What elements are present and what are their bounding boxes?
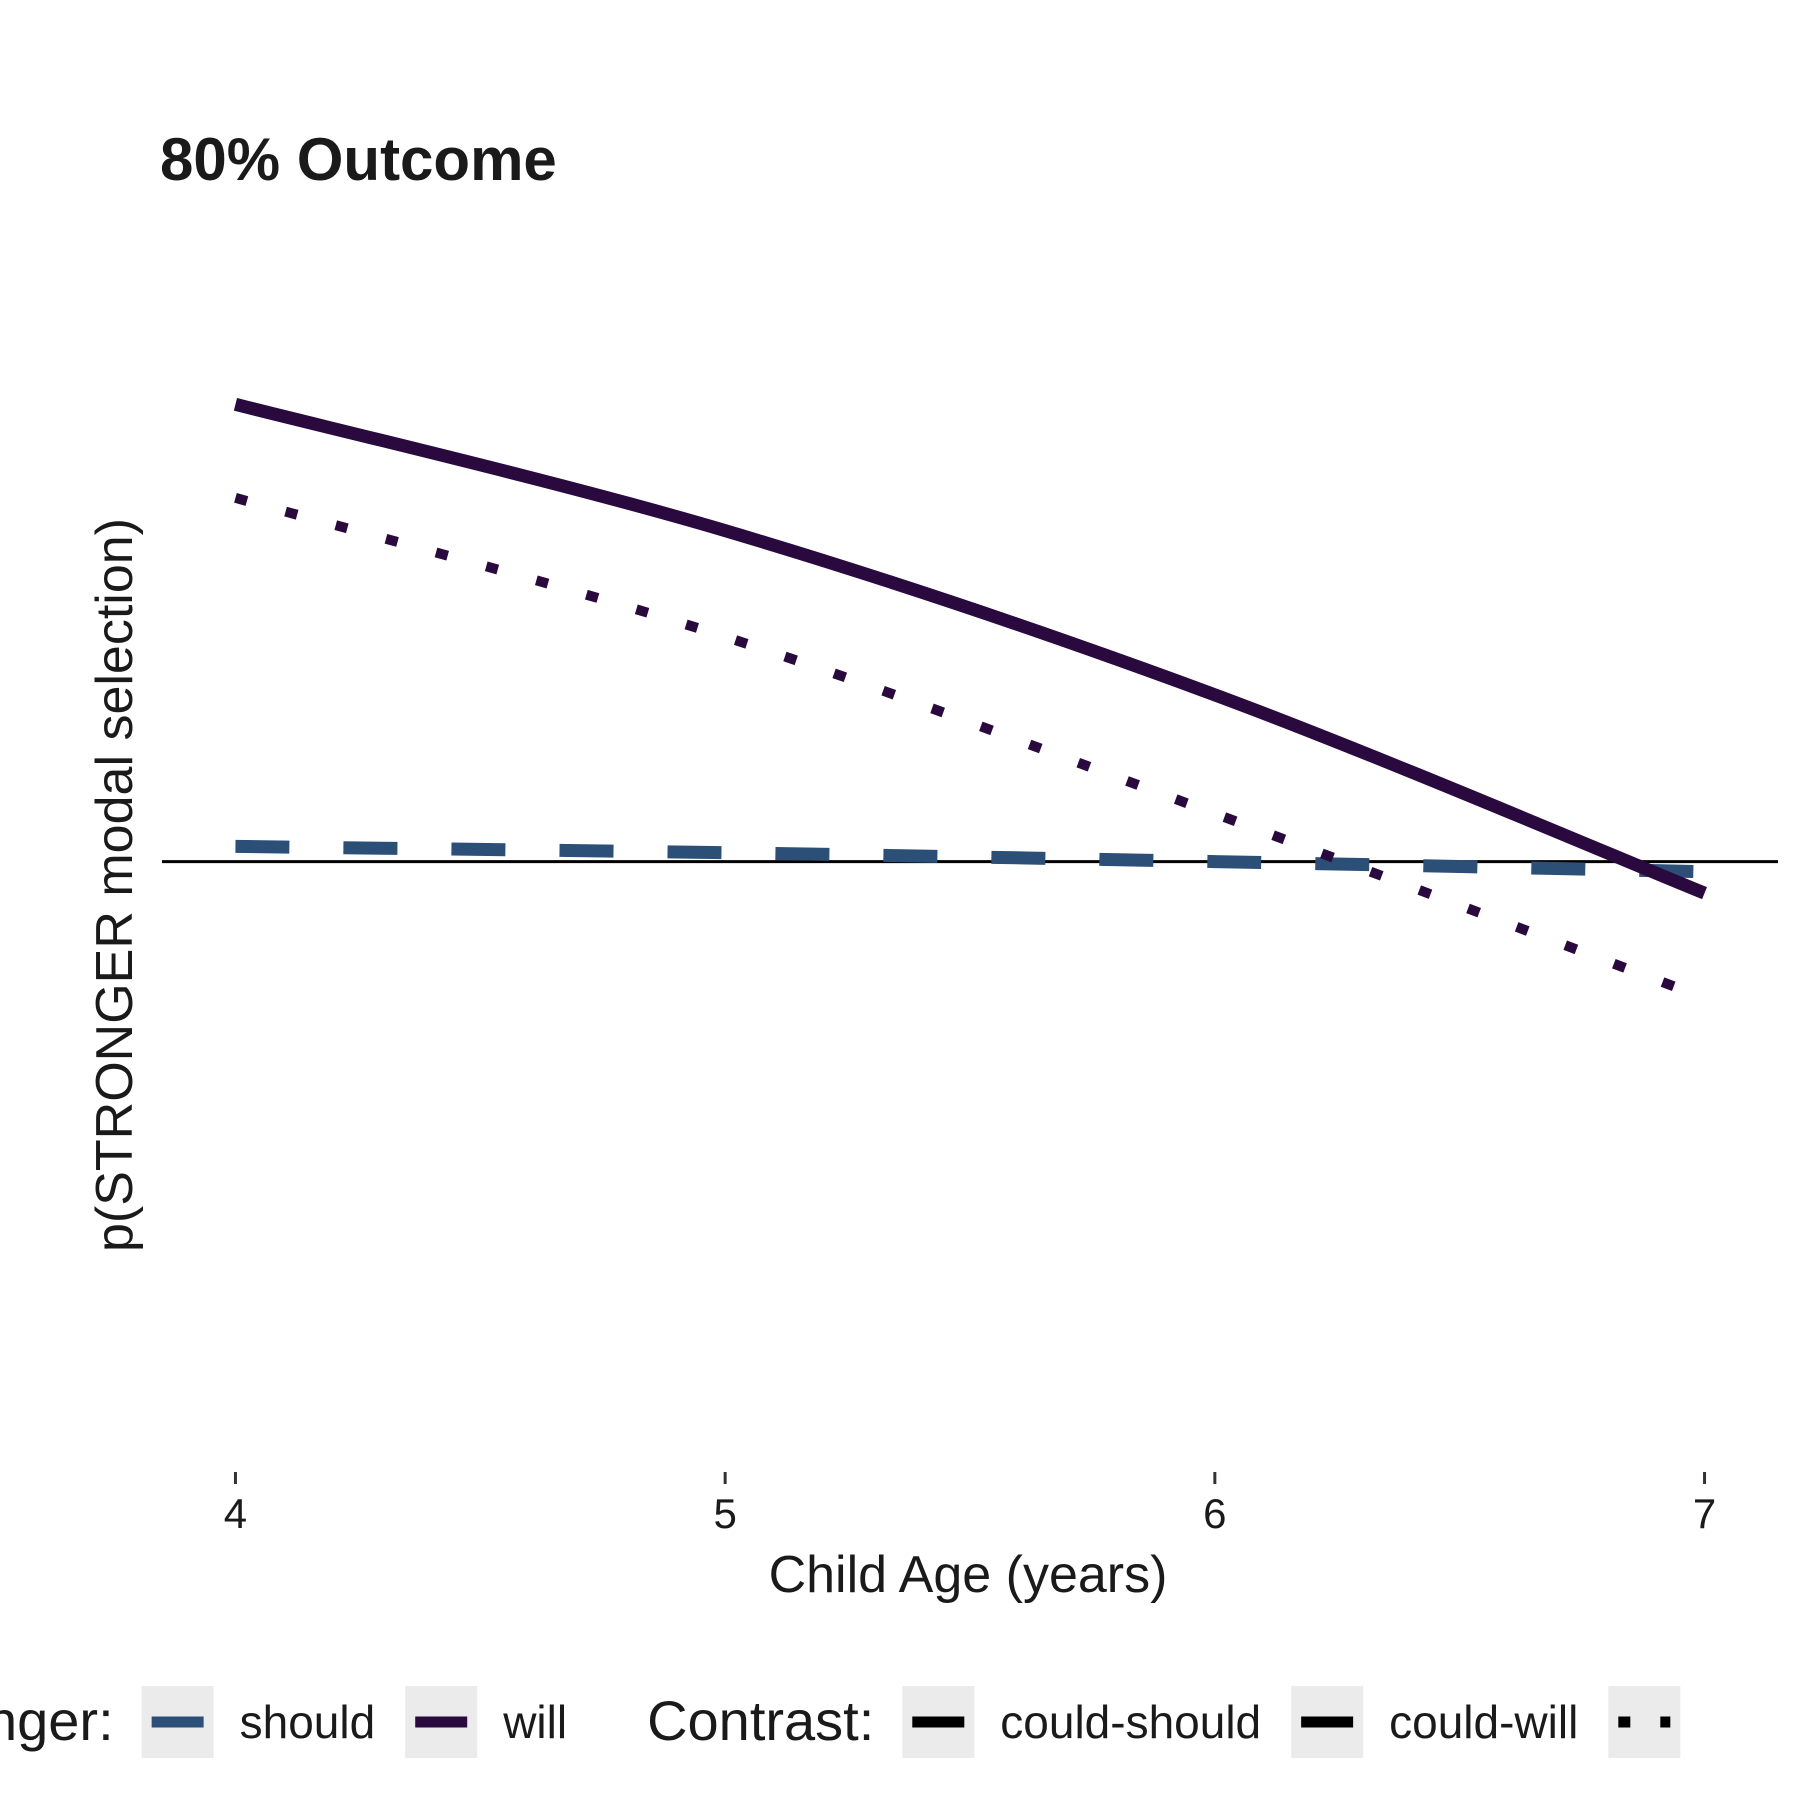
legend-title-1: Contrast: bbox=[647, 1689, 874, 1752]
y-axis-title: p(STRONGER modal selection) bbox=[86, 518, 144, 1252]
legend-label: should bbox=[240, 1696, 376, 1748]
x-axis: 4 5 6 7 bbox=[224, 1472, 1716, 1537]
legend-label: could-should bbox=[1000, 1696, 1261, 1748]
legend-entry-1-1: could-will bbox=[1291, 1686, 1578, 1758]
series-line-0-should-dashed bbox=[235, 839, 1705, 879]
x-tick-label-6: 6 bbox=[1203, 1490, 1226, 1537]
legend-entry-0-0: should bbox=[141, 1686, 376, 1758]
legend-entry-0-1: will bbox=[405, 1686, 567, 1758]
legend-entry-1-2 bbox=[1608, 1686, 1681, 1758]
chart-title: 80% Outcome bbox=[160, 126, 557, 193]
series-line-2-will-dotted bbox=[234, 492, 1707, 1003]
legend-entry-1-0: could-should bbox=[902, 1686, 1261, 1758]
plot-area bbox=[162, 398, 1778, 1003]
x-tick-label-7: 7 bbox=[1693, 1490, 1716, 1537]
legend-title-0: nger: bbox=[0, 1689, 114, 1752]
x-tick-label-4: 4 bbox=[224, 1490, 247, 1537]
x-axis-title: Child Age (years) bbox=[769, 1546, 1168, 1604]
legend-label: could-will bbox=[1389, 1696, 1578, 1748]
x-tick-label-5: 5 bbox=[713, 1490, 736, 1537]
legend-label: will bbox=[502, 1696, 567, 1748]
legend: nger: should will Contrast: could-should coul… bbox=[0, 1686, 1681, 1758]
series-line-1-will-solid bbox=[233, 398, 1707, 900]
